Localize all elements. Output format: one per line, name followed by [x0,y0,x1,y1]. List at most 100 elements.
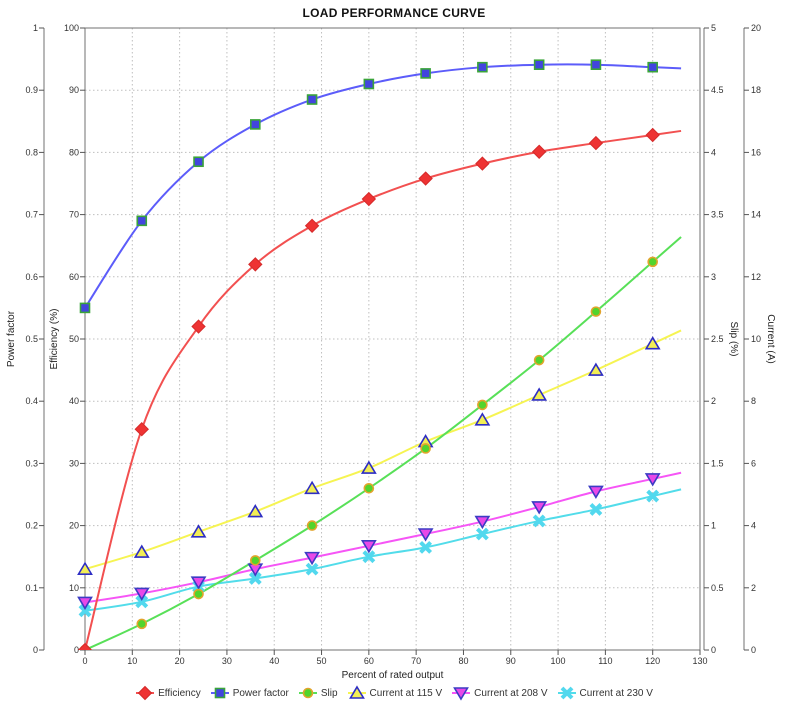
svg-text:0.6: 0.6 [25,272,38,282]
current-230-marker-icon [557,686,576,700]
svg-text:0: 0 [33,645,38,655]
svg-text:50: 50 [317,656,327,666]
svg-text:0: 0 [82,656,87,666]
svg-text:10: 10 [69,583,79,593]
svg-text:120: 120 [645,656,660,666]
series-current-115-line [84,329,682,571]
current-axis: 0 2 4 6 8 10 12 14 16 18 20 Current (A) [743,23,776,655]
svg-text:40: 40 [69,396,79,406]
svg-text:80: 80 [458,656,468,666]
svg-text:Power factor: Power factor [6,310,17,367]
series-current-115-markers [77,336,661,575]
svg-text:70: 70 [69,210,79,220]
legend-item-label: Slip [320,687,338,699]
svg-text:1: 1 [33,23,38,33]
legend-item-label: Power factor [232,687,289,699]
series-power-factor-markers [79,59,658,314]
svg-text:130: 130 [692,656,707,666]
series-current-208-line [84,471,682,604]
svg-text:1.5: 1.5 [711,458,724,468]
efficiency-marker-icon [136,685,155,701]
power-factor-axis: 0 0.1 0.2 0.3 0.4 0.5 0.6 0.7 0.8 0.9 1 Power facto… [6,23,45,655]
svg-text:100: 100 [551,656,566,666]
svg-text:40: 40 [269,656,279,666]
series-efficiency-markers [77,127,660,650]
svg-text:2: 2 [751,583,756,593]
svg-text:5: 5 [711,23,716,33]
power-factor-marker-icon [210,687,229,699]
svg-text:0.5: 0.5 [711,583,724,593]
svg-text:20: 20 [175,656,185,666]
svg-text:18: 18 [751,85,761,95]
svg-text:Efficiency (%): Efficiency (%) [49,309,60,370]
svg-text:2: 2 [711,396,716,406]
svg-text:110: 110 [598,656,612,666]
chart-title: LOAD PERFORMANCE CURVE [302,6,486,20]
slip-marker-icon [298,687,317,699]
svg-text:2.5: 2.5 [711,334,724,344]
svg-text:0: 0 [711,645,716,655]
chart-legend: Efficiency Power factor Slip Current at 115… [0,683,788,703]
legend-item-label: Current at 115 V [369,687,443,699]
svg-text:10: 10 [127,656,137,666]
svg-text:0.5: 0.5 [25,334,38,344]
svg-text:50: 50 [69,334,79,344]
gridlines [85,28,700,650]
svg-text:60: 60 [364,656,374,666]
svg-text:0: 0 [74,645,79,655]
series-current-230-line [84,488,682,612]
series-efficiency-line [84,129,682,650]
slip-axis: 0 0.5 1 1.5 2 2.5 3 3.5 4 4.5 5 Slip (%) [703,23,739,655]
legend-item-power-factor: Power factor [210,685,289,701]
svg-text:0: 0 [751,645,756,655]
svg-text:30: 30 [222,656,232,666]
series-layer [77,59,682,650]
legend-item-current-115: Current at 115 V [347,685,443,701]
svg-text:80: 80 [69,147,79,157]
svg-text:90: 90 [69,85,79,95]
current-115-marker-icon [347,685,366,699]
svg-text:4: 4 [711,147,716,157]
svg-text:20: 20 [751,23,761,33]
svg-text:3: 3 [711,272,716,282]
svg-text:20: 20 [69,521,79,531]
svg-text:4: 4 [751,521,756,531]
legend-item-label: Current at 230 V [579,687,653,699]
svg-text:60: 60 [69,272,79,282]
svg-text:0.7: 0.7 [25,210,38,220]
current-208-marker-icon [452,687,471,701]
legend-item-slip: Slip [298,685,338,701]
svg-text:3.5: 3.5 [711,210,724,220]
svg-text:70: 70 [411,656,421,666]
svg-text:1: 1 [711,521,716,531]
svg-text:4.5: 4.5 [711,85,724,95]
legend-item-label: Efficiency [158,687,201,699]
svg-text:16: 16 [751,147,761,157]
svg-text:0.3: 0.3 [25,458,38,468]
svg-text:10: 10 [751,334,761,344]
svg-text:90: 90 [506,656,516,666]
svg-text:Slip (%): Slip (%) [728,321,739,356]
svg-text:0.2: 0.2 [25,521,38,531]
svg-text:Current (A): Current (A) [765,314,776,363]
series-power-factor-line [84,63,682,309]
legend-item-label: Current at 208 V [474,687,548,699]
svg-text:14: 14 [751,210,761,220]
x-axis: 0 10 20 30 40 50 60 70 80 90 100 110 120 130 Percent o… [82,650,708,681]
svg-text:6: 6 [751,458,756,468]
legend-item-efficiency: Efficiency [135,685,201,701]
svg-text:100: 100 [64,23,79,33]
svg-text:30: 30 [69,458,79,468]
svg-text:0.1: 0.1 [25,583,38,593]
legend-item-current-230: Current at 230 V [557,685,653,701]
efficiency-axis: 0 10 20 30 40 50 60 70 80 90 100 Efficiency (%) [49,23,86,655]
legend-item-current-208: Current at 208 V [451,685,548,701]
svg-text:0.8: 0.8 [25,147,38,157]
svg-text:0.4: 0.4 [25,396,38,406]
svg-text:12: 12 [751,272,761,282]
svg-text:Percent of rated output: Percent of rated output [342,670,444,681]
svg-text:0.9: 0.9 [25,85,38,95]
series-current-208-markers [77,473,661,610]
